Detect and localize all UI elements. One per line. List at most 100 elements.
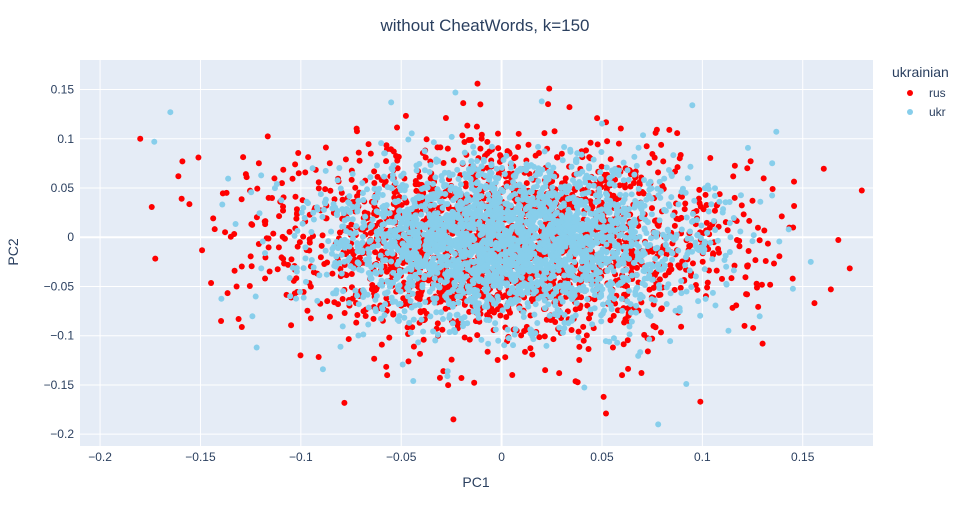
legend-marker-ukr[interactable] [907,109,913,115]
data-point-ukr [432,174,439,181]
data-point-rus [464,122,471,129]
data-point-ukr [554,194,561,201]
data-point-rus [394,165,401,172]
data-point-rus [353,319,360,326]
x-tick-label: 0.1 [694,450,711,464]
data-point-ukr [317,191,324,198]
data-point-ukr [523,261,530,268]
data-point-rus [255,160,262,167]
data-point-ukr [490,187,497,194]
data-point-ukr [340,288,347,295]
data-point-rus [369,281,376,288]
data-point-rus [373,286,380,293]
data-point-ukr [401,194,408,201]
data-point-ukr [258,265,265,272]
data-point-ukr [584,255,591,262]
data-point-ukr [543,342,550,349]
data-point-rus [587,198,594,205]
legend-label-rus[interactable]: rus [929,86,946,100]
data-point-ukr [613,216,620,223]
data-point-ukr [625,176,632,183]
data-point-ukr [371,185,378,192]
data-point-ukr [694,245,701,252]
data-point-ukr [678,290,685,297]
data-point-rus [811,300,818,307]
data-point-ukr [413,250,420,257]
data-point-rus [224,290,231,297]
data-point-ukr [591,305,598,312]
data-point-ukr [546,312,553,319]
data-point-rus [767,281,774,288]
data-point-ukr [397,300,404,307]
legend-marker-rus[interactable] [907,90,913,96]
data-point-ukr [559,202,566,209]
data-point-rus [400,295,407,302]
data-point-ukr [379,306,386,313]
data-point-ukr [382,301,389,308]
data-point-ukr [749,238,756,245]
data-point-ukr [540,282,547,289]
data-point-rus [415,181,422,188]
data-point-ukr [468,158,475,165]
x-tick-label: 0 [498,450,505,464]
data-point-ukr [450,227,457,234]
data-point-ukr [560,232,567,239]
data-point-ukr [395,258,402,265]
data-point-ukr [495,264,502,271]
data-point-rus [254,185,261,192]
data-point-ukr [624,298,631,305]
data-point-rus [646,286,653,293]
data-point-ukr [617,191,624,198]
data-point-rus [402,112,409,119]
data-point-ukr [737,192,744,199]
data-point-ukr [308,257,315,264]
data-point-ukr [467,251,474,258]
legend-label-ukr[interactable]: ukr [929,105,946,119]
data-point-ukr [435,282,442,289]
data-point-ukr [407,329,414,336]
data-point-rus [370,315,377,322]
data-point-ukr [380,202,387,209]
data-point-ukr [433,156,440,163]
data-point-ukr [308,229,315,236]
data-point-ukr [683,288,690,295]
data-point-ukr [329,245,336,252]
data-point-ukr [343,228,350,235]
data-point-rus [434,320,441,327]
data-point-ukr [381,150,388,157]
data-point-ukr [477,183,484,190]
data-point-rus [761,227,768,234]
data-point-rus [594,115,601,122]
data-point-ukr [602,338,609,345]
data-point-ukr [597,175,604,182]
data-point-rus [367,150,374,157]
y-tick-label: −0.15 [44,378,75,392]
data-point-ukr [571,259,578,266]
data-point-ukr [620,177,627,184]
data-point-ukr [574,208,581,215]
data-point-rus [663,251,670,258]
data-point-rus [730,173,737,180]
data-point-rus [199,247,206,254]
data-point-ukr [349,203,356,210]
data-point-ukr [657,266,664,273]
data-point-rus [778,213,785,220]
data-point-rus [211,226,218,233]
data-point-rus [249,221,256,228]
data-point-rus [702,191,709,198]
data-point-ukr [625,287,632,294]
data-point-ukr [493,273,500,280]
data-point-rus [422,154,429,161]
data-point-ukr [497,256,504,263]
data-point-ukr [598,253,605,260]
data-point-ukr [603,205,610,212]
data-point-ukr [310,264,317,271]
data-point-ukr [723,263,730,270]
data-point-rus [362,312,369,319]
data-point-ukr [568,163,575,170]
data-point-rus [409,324,416,331]
data-point-ukr [519,210,526,217]
data-point-ukr [346,299,353,306]
data-point-ukr [525,232,532,239]
data-point-rus [238,263,245,270]
